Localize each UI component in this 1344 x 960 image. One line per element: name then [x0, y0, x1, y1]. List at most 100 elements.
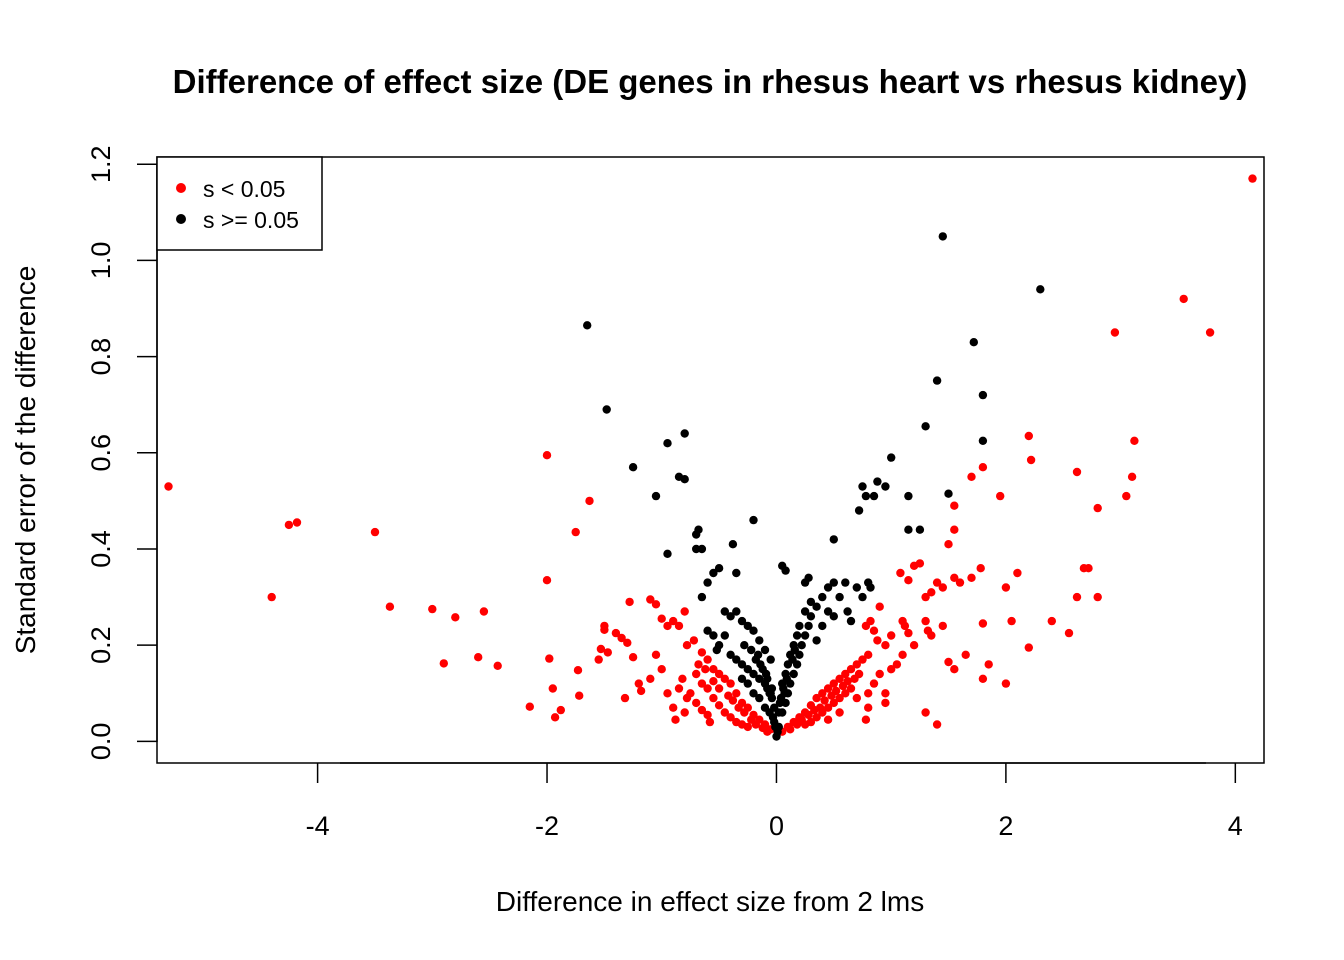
x-tick-label: 0	[769, 811, 784, 841]
data-point-sig	[875, 669, 884, 679]
data-point-sig	[611, 628, 621, 638]
data-point-sig	[680, 708, 689, 717]
data-point-sig	[701, 665, 710, 674]
data-point-nonsig	[749, 689, 758, 698]
data-point-sig	[831, 686, 841, 696]
data-point-nonsig	[694, 525, 703, 534]
data-point-sig	[1084, 564, 1093, 573]
data-point-sig	[697, 705, 707, 715]
data-point-sig	[800, 720, 810, 729]
data-point-nonsig	[823, 583, 833, 592]
data-point-sig	[682, 693, 692, 703]
data-point-nonsig	[944, 489, 953, 498]
data-point-sig	[678, 674, 687, 683]
data-point-sig	[1110, 328, 1120, 337]
data-point-sig	[385, 602, 395, 611]
data-point-sig	[1013, 568, 1022, 578]
data-point-sig	[846, 684, 856, 693]
data-point-sig	[671, 715, 680, 724]
data-point-sig	[921, 592, 930, 602]
data-point-sig	[292, 518, 302, 527]
data-point-sig	[1072, 592, 1082, 602]
data-point-nonsig	[904, 525, 913, 534]
data-point-nonsig	[932, 376, 942, 385]
data-point-nonsig	[583, 321, 592, 330]
data-point-sig	[944, 657, 953, 667]
data-point-nonsig	[755, 636, 764, 645]
data-point-sig	[663, 621, 672, 631]
data-point-nonsig	[921, 422, 930, 431]
data-point-nonsig	[732, 568, 741, 578]
data-point-sig	[841, 669, 850, 679]
data-point-nonsig	[703, 578, 712, 587]
data-point-sig	[714, 684, 724, 693]
data-point-sig	[927, 588, 936, 597]
data-point-sig	[646, 674, 655, 683]
data-point-sig	[680, 607, 689, 616]
data-point-nonsig	[663, 549, 672, 558]
data-point-nonsig	[873, 477, 882, 486]
data-point-sig	[603, 648, 612, 657]
data-point-nonsig	[782, 674, 791, 683]
data-point-nonsig	[766, 655, 775, 664]
data-point-nonsig	[829, 535, 838, 544]
data-point-nonsig	[680, 429, 689, 438]
data-point-sig	[866, 616, 875, 626]
data-point-sig	[1064, 628, 1074, 638]
data-point-sig	[829, 698, 838, 708]
data-point-nonsig	[800, 631, 810, 640]
data-point-nonsig	[806, 597, 816, 607]
data-point-nonsig	[788, 655, 797, 664]
x-axis-label: Difference in effect size from 2 lms	[496, 886, 924, 917]
data-point-nonsig	[743, 621, 752, 631]
data-point-nonsig	[1036, 285, 1045, 294]
data-point-sig	[864, 703, 873, 712]
data-point-sig	[728, 696, 738, 705]
data-point-sig	[976, 564, 985, 573]
data-point-sig	[927, 631, 936, 640]
data-point-nonsig	[755, 693, 764, 703]
data-point-sig	[370, 527, 380, 537]
legend-label-nonsig: s >= 0.05	[203, 207, 299, 233]
data-point-sig	[961, 650, 970, 659]
data-point-sig	[709, 677, 718, 686]
data-point-sig	[692, 669, 701, 679]
data-point-nonsig	[806, 612, 816, 621]
data-point-sig	[786, 725, 795, 734]
data-point-sig	[542, 576, 552, 585]
data-point-sig	[682, 641, 692, 650]
y-tick-label: 0.8	[86, 338, 116, 376]
data-point-sig	[823, 684, 833, 693]
data-point-sig	[823, 715, 833, 724]
y-tick-label: 0.0	[86, 723, 116, 761]
y-axis-label: Standard error of the difference	[10, 266, 41, 655]
data-point-sig	[818, 689, 827, 698]
data-point-nonsig	[749, 515, 758, 525]
data-point-nonsig	[747, 645, 756, 655]
data-point-nonsig	[697, 592, 707, 602]
data-point-sig	[651, 600, 661, 609]
x-tick-label: -4	[306, 811, 330, 841]
data-point-nonsig	[714, 564, 724, 573]
y-tick-label: 0.4	[86, 530, 116, 568]
data-point-sig	[657, 614, 666, 623]
data-point-sig	[909, 641, 919, 650]
data-point-nonsig	[651, 491, 661, 501]
data-point-nonsig	[780, 689, 789, 698]
data-point-nonsig	[852, 583, 861, 592]
data-point-nonsig	[846, 616, 856, 626]
data-point-nonsig	[771, 722, 780, 732]
chart-title: Difference of effect size (DE genes in r…	[173, 63, 1248, 100]
data-point-nonsig	[915, 525, 925, 534]
data-point-sig	[841, 689, 850, 698]
data-point-sig	[703, 684, 712, 693]
data-point-sig	[646, 595, 655, 604]
data-point-sig	[697, 679, 707, 688]
data-point-sig	[542, 451, 552, 460]
data-point-sig	[835, 674, 844, 683]
x-axis-ticks: -4 -2 0 2 4	[306, 763, 1243, 841]
data-point-sig	[892, 660, 902, 669]
data-point-sig	[740, 708, 749, 717]
data-point-sig	[1130, 436, 1139, 445]
data-point-nonsig	[812, 602, 821, 611]
